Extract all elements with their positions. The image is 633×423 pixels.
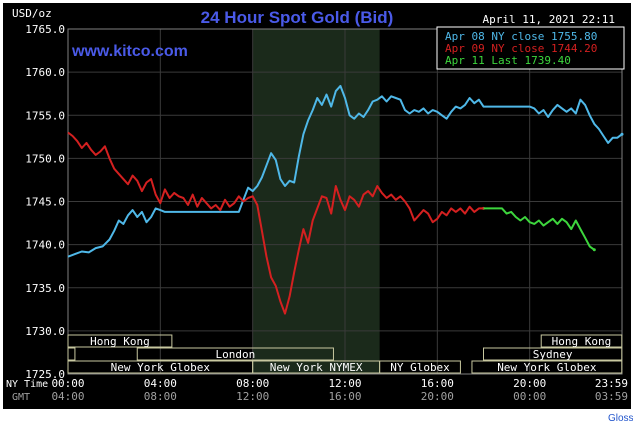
- y-unit-label: USD/oz: [12, 7, 52, 20]
- x-axis-row-label-0: NY Time: [6, 379, 48, 390]
- watermark: www.kitco.com: [71, 43, 188, 60]
- x-tick-label-1-0: 04:00: [51, 390, 84, 403]
- axis-labels: 1765.0 1760.0 1755.0 1750.0 1745.0 1740.0 1735…: [6, 23, 628, 403]
- session-bar-0-0: [67, 334, 173, 348]
- session-label-1-1: London: [215, 348, 255, 361]
- session-label-2-1: New York NYMEX: [270, 361, 363, 374]
- legend-entry-2: Apr 11 Last 1739.40: [445, 54, 571, 67]
- x-tick-label-0-5: 20:00: [513, 377, 546, 390]
- session-bar-2-3: [471, 360, 623, 374]
- legend-entry-1: Apr 09 NY close 1744.20: [445, 42, 597, 55]
- y-tick-label-3: 1750.0: [25, 152, 65, 165]
- series-end-point-2: [592, 248, 596, 252]
- legend: Apr 08 NY close 1755.80 Apr 09 NY close …: [436, 26, 625, 70]
- session-bar-1-2: [483, 347, 623, 361]
- x-tick-label-1-4: 20:00: [421, 390, 454, 403]
- x-tick-label-0-6: 23:59: [595, 377, 628, 390]
- plot-frame: [67, 28, 623, 375]
- y-tick-label-6: 1735.0: [25, 282, 65, 295]
- series-end-point-0: [620, 132, 624, 136]
- x-tick-label-0-3: 12:00: [328, 377, 361, 390]
- y-tick-label-0: 1765.0: [25, 23, 65, 36]
- session-label-0-1: Hong Kong: [552, 335, 612, 348]
- x-axis-row-label-1: GMT: [12, 392, 30, 403]
- date-label: April 11, 2021 22:11: [483, 13, 615, 26]
- session-label-2-0: New York Globex: [111, 361, 211, 374]
- x-tick-label-0-4: 16:00: [421, 377, 454, 390]
- session-bar-1-1: [136, 347, 334, 361]
- session-label-2-3: New York Globex: [497, 361, 597, 374]
- series-line-2: [483, 207, 595, 251]
- grid-lines: [67, 28, 623, 375]
- y-tick-label-7: 1730.0: [25, 325, 65, 338]
- series-line-1: [67, 131, 484, 315]
- y-tick-label-8: 1725.0: [25, 368, 65, 381]
- y-tick-label-2: 1755.0: [25, 109, 65, 122]
- y-tick-label-4: 1745.0: [25, 196, 65, 209]
- x-tick-label-1-5: 00:00: [513, 390, 546, 403]
- legend-entry-0: Apr 08 NY close 1755.80: [445, 30, 597, 43]
- x-tick-label-1-3: 16:00: [328, 390, 361, 403]
- x-tick-label-0-1: 04:00: [144, 377, 177, 390]
- glossary-link[interactable]: Glossary: [608, 413, 633, 423]
- x-tick-label-1-2: 12:00: [236, 390, 269, 403]
- x-tick-label-0-0: 00:00: [51, 377, 84, 390]
- series-line-0: [67, 84, 623, 258]
- y-tick-label-5: 1740.0: [25, 239, 65, 252]
- session-label-1-2: Sydney: [533, 348, 573, 361]
- session-bar-1-0: [67, 347, 76, 361]
- series-lines: [67, 84, 624, 315]
- y-tick-label-1: 1760.0: [25, 66, 65, 79]
- session-label-2-2: NY Globex: [390, 361, 450, 374]
- x-tick-label-0-2: 08:00: [236, 377, 269, 390]
- session-bar-2-2: [379, 360, 461, 374]
- x-tick-label-1-6: 03:59: [595, 390, 628, 403]
- session-bar-0-1: [540, 334, 623, 348]
- x-tick-label-1-1: 08:00: [144, 390, 177, 403]
- chart-title: 24 Hour Spot Gold (Bid): [201, 8, 394, 27]
- session-label-0-0: Hong Kong: [90, 335, 150, 348]
